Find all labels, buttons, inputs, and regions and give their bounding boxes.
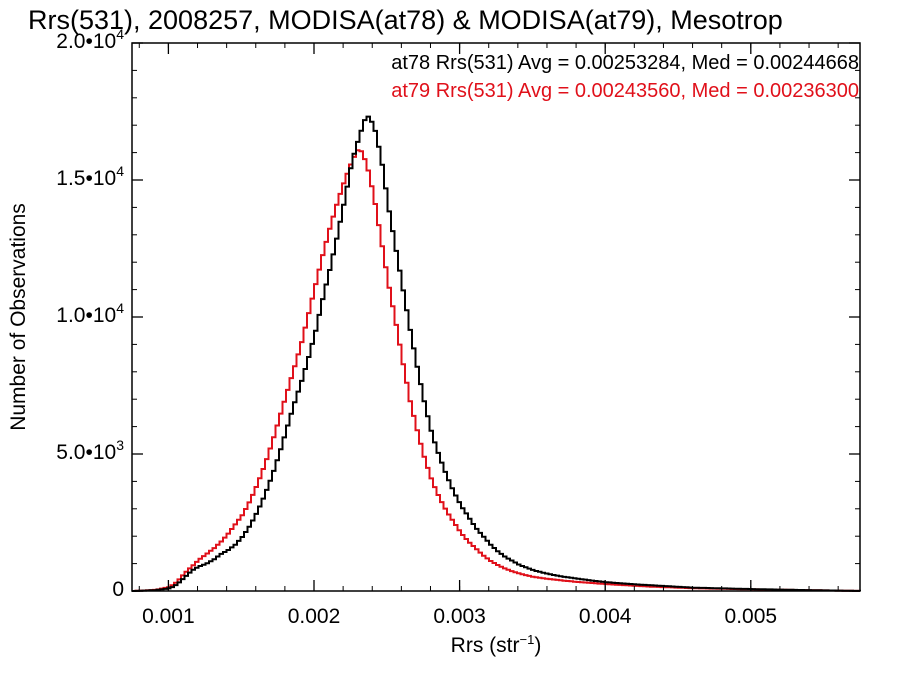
legend-entry-at79: at79 Rrs(531) Avg = 0.00243560, Med = 0.… [391, 80, 859, 102]
y-axis: 0 5.0•103 1.0•104 1.5•104 2.0•104 [56, 26, 860, 601]
x-axis: 0.001 0.002 0.003 0.004 0.005 [138, 43, 839, 628]
y-tick-label: 0 [112, 578, 124, 601]
plot-frame [131, 42, 861, 592]
y-tick-label: 1.0•104 [56, 300, 124, 327]
chart-title: Rrs(531), 2008257, MODISA(at78) & MODISA… [28, 5, 783, 35]
y-axis-title: Number of Observations [7, 203, 30, 431]
legend-entry-at78: at78 Rrs(531) Avg = 0.00253284, Med = 0.… [391, 52, 859, 74]
x-axis-title: Rrs (str−1) [451, 632, 542, 657]
x-tick-label: 0.004 [579, 605, 632, 628]
x-tick-label: 0.001 [142, 605, 195, 628]
y-tick-label: 5.0•103 [56, 437, 124, 464]
series-line-at78 [132, 115, 861, 592]
x-tick-label: 0.003 [433, 605, 486, 628]
x-tick-label: 0.002 [288, 605, 341, 628]
series-line-at79 [132, 149, 861, 592]
y-tick-label: 1.5•104 [56, 163, 124, 190]
x-tick-label: 0.005 [725, 605, 778, 628]
y-tick-label: 2.0•104 [56, 26, 124, 53]
series-curves [132, 115, 861, 592]
